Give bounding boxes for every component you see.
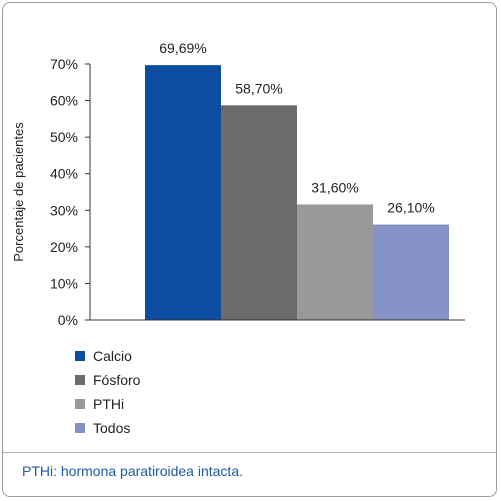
legend-item: PTHi	[75, 392, 140, 416]
data-label: 31,60%	[311, 179, 358, 195]
legend-item: Calcio	[75, 344, 140, 368]
y-tick-label: 60%	[50, 93, 78, 109]
bar-calcio	[145, 65, 221, 320]
y-axis-label: Porcentaje de pacientes	[11, 122, 26, 262]
legend-label: Calcio	[93, 348, 132, 364]
bar-todos	[373, 224, 449, 320]
y-tick-label: 40%	[50, 166, 78, 182]
bar-fósforo	[221, 105, 297, 320]
data-labels: 69,69% 58,70% 31,60% 26,10%	[159, 40, 434, 215]
footnote: PTHi: hormona paratiroidea intacta.	[22, 463, 243, 479]
legend-swatch	[75, 399, 85, 409]
y-tick-label: 30%	[50, 202, 78, 218]
y-tick-label: 70%	[50, 56, 78, 72]
y-ticks: 0% 10% 20% 30% 40% 50% 60% 70%	[50, 56, 90, 328]
data-label: 58,70%	[235, 80, 282, 96]
data-label: 69,69%	[159, 40, 206, 56]
y-tick-label: 20%	[50, 239, 78, 255]
y-tick-label: 10%	[50, 275, 78, 291]
bar-pthi	[297, 204, 373, 320]
y-tick-label: 0%	[58, 312, 78, 328]
y-tick-label: 50%	[50, 129, 78, 145]
legend-label: Todos	[93, 420, 131, 436]
legend: Calcio Fósforo PTHi Todos	[75, 344, 140, 440]
legend-swatch	[75, 375, 85, 385]
footnote-divider	[3, 452, 496, 453]
legend-label: Fósforo	[93, 372, 141, 388]
legend-item: Fósforo	[75, 368, 140, 392]
legend-label: PTHi	[93, 396, 125, 412]
legend-swatch	[75, 351, 85, 361]
data-label: 26,10%	[387, 200, 434, 216]
legend-item: Todos	[75, 416, 140, 440]
bars	[145, 65, 449, 320]
legend-swatch	[75, 423, 85, 433]
